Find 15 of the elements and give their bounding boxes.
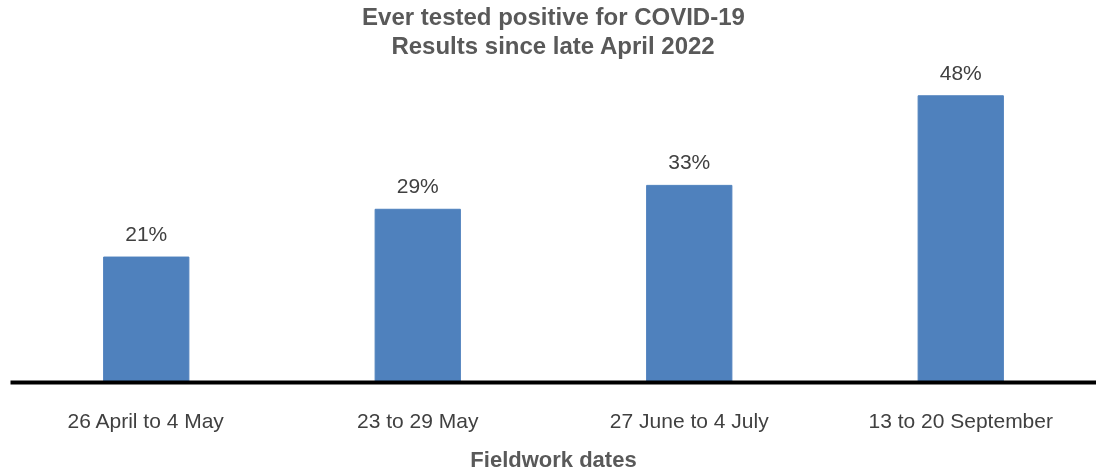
x-tick-label: 27 June to 4 July [609, 408, 770, 432]
x-axis-title: Fieldwork dates [470, 446, 637, 472]
data-label: 33% [668, 150, 711, 174]
x-tick-label: 23 to 29 May [357, 408, 479, 432]
bar [103, 256, 190, 383]
data-label: 29% [396, 174, 439, 198]
bar [917, 95, 1004, 383]
x-tick-label: 13 to 20 September [868, 408, 1053, 432]
x-tick-label: 26 April to 4 May [67, 408, 225, 432]
data-label: 48% [939, 60, 982, 84]
chart-subtitle: Results since late April 2022 [391, 31, 715, 59]
data-label: 21% [125, 222, 168, 246]
bar [374, 208, 461, 383]
bar [646, 184, 733, 383]
chart-title: Ever tested positive for COVID-19 [362, 2, 745, 30]
